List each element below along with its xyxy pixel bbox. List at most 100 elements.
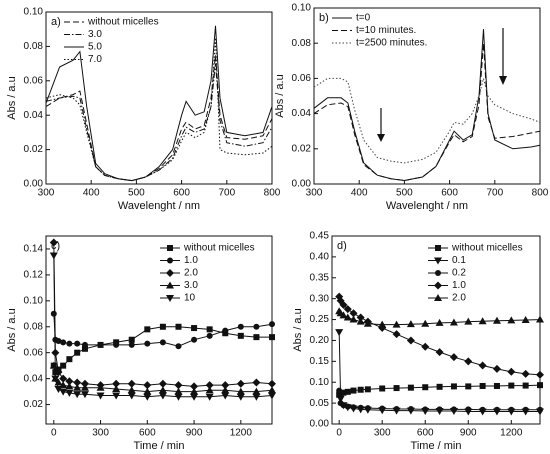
marker [422,384,429,391]
marker [493,382,500,389]
y-tick-label: 0.10 [24,7,44,18]
marker [450,383,457,390]
y-axis-title: Abs / a.u [292,308,304,351]
marker [49,238,58,247]
plot-frame [313,7,541,185]
marker [113,341,120,348]
marker [350,404,357,411]
marker [237,323,244,330]
arrow-head [377,134,385,142]
x-tick-label: 800 [532,188,549,199]
x-axis-title: Time / min [411,440,462,452]
marker [268,379,276,388]
marker [158,379,167,388]
marker [143,387,152,395]
marker [81,345,88,352]
marker [253,323,260,330]
marker [465,383,472,390]
legend-label: 3.0 [88,29,102,40]
marker [80,391,89,399]
legend-marker [166,281,174,289]
legend-label: 1.0 [452,280,466,291]
x-axis-title: Time / min [134,440,185,452]
series-line [313,43,541,182]
marker [340,389,347,396]
legend-label: 0.2 [452,268,466,279]
marker [407,405,414,412]
x-tick-label: 300 [306,188,323,199]
x-tick-label: 600 [139,428,156,439]
legend-marker [167,245,173,251]
marker [205,381,214,390]
x-tick-label: 900 [460,428,477,439]
marker [59,374,68,383]
marker [344,403,351,410]
y-tick-label: 0.08 [24,321,44,332]
legend-label: without micelles [451,243,523,254]
marker [60,339,67,346]
marker [49,361,58,369]
y-tick-label: 0.10 [310,377,330,388]
marker [74,340,81,347]
marker [65,382,74,390]
marker [112,379,121,388]
marker [379,405,386,412]
x-tick-label: 500 [128,188,145,199]
marker [206,326,213,333]
marker [536,370,544,379]
marker [421,319,430,327]
marker [175,343,182,350]
y-tick-label: 0.02 [24,144,44,155]
marker [508,406,515,413]
y-tick-label: 0.10 [24,295,44,306]
marker [80,383,89,391]
marker [522,382,529,389]
legend-label: 7.0 [88,54,102,65]
y-tick-label: 0.06 [24,347,44,358]
legend-marker [435,245,441,251]
series-line [45,63,273,182]
marker [343,313,352,321]
marker [393,385,400,392]
marker [465,406,472,413]
y-tick-label: 0.08 [292,38,312,49]
marker [252,393,261,401]
y-tick-label: 0.04 [292,108,312,119]
legend-marker [166,269,174,277]
marker [357,404,364,411]
marker [174,381,183,390]
marker [144,340,151,347]
legend-label: t=10 minutes. [356,25,416,36]
marker [222,327,229,334]
marker [49,252,58,260]
legend-label: t=2500 minutes. [356,38,427,49]
y-tick-label: 0.14 [24,244,44,255]
x-tick-label: 300 [374,428,391,439]
marker [54,368,63,377]
series-line [313,77,541,164]
y-tick-label: 0.08 [24,41,44,52]
marker [435,318,444,326]
x-tick-label: 800 [264,188,281,199]
marker [269,321,275,328]
marker [479,382,486,389]
marker [191,336,198,343]
marker [128,341,135,348]
y-tick-label: 0.02 [24,399,44,410]
marker [55,338,62,345]
marker [269,334,275,341]
legend-label: 0.1 [452,255,466,266]
marker [159,339,166,346]
x-tick-label: 1200 [230,428,253,439]
marker [464,317,473,325]
marker [344,388,351,395]
marker [349,309,358,318]
marker [478,317,487,325]
y-tick-label: 0.15 [310,356,330,367]
x-axis-title: Wavelenght / nm [386,200,468,212]
marker [96,392,105,400]
marker [393,405,400,412]
marker [335,329,344,337]
marker [158,392,167,400]
